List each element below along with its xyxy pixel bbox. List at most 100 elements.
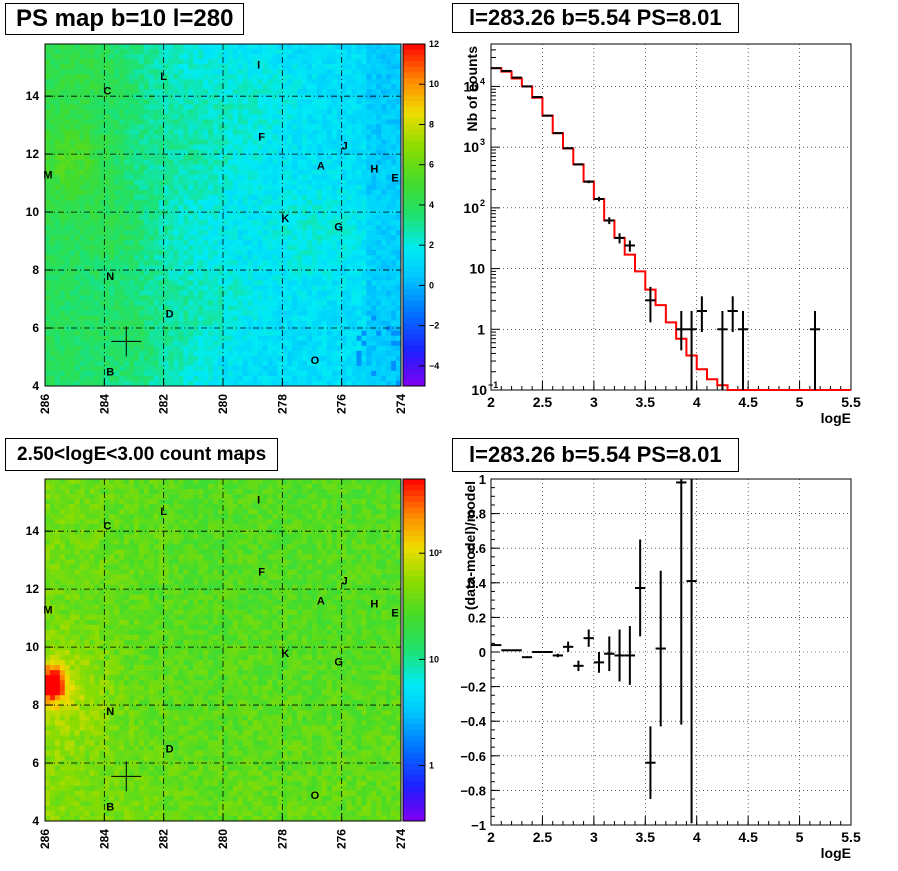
heatmap-cell: [134, 89, 140, 95]
heatmap-cell: [218, 139, 224, 145]
heatmap-cell: [69, 320, 75, 326]
heatmap-cell: [198, 295, 204, 301]
heatmap-cell: [114, 104, 120, 110]
heatmap-cell: [262, 169, 268, 176]
heatmap-cell: [138, 199, 145, 206]
heatmap-cell: [129, 260, 135, 266]
heatmap-cell: [336, 280, 342, 286]
heatmap-cell: [114, 290, 120, 296]
heatmap-cell: [336, 245, 342, 251]
heatmap-cell: [208, 129, 214, 135]
heatmap-cell: [257, 255, 263, 261]
heatmap-cell: [267, 49, 273, 55]
heatmap-cell: [134, 44, 140, 50]
heatmap-cell: [396, 74, 402, 80]
heatmap-cell: [114, 44, 120, 50]
heatmap-cell: [272, 355, 278, 362]
heatmap-cell: [361, 84, 367, 90]
heatmap-cell: [84, 169, 90, 176]
heatmap-cell: [208, 209, 214, 216]
heatmap-cell: [312, 204, 318, 211]
heatmap-cell: [341, 189, 347, 196]
heatmap-cell: [242, 220, 249, 226]
heatmap-cell: [129, 199, 135, 206]
heatmap-cell: [257, 109, 263, 115]
heatmap-cell: [143, 99, 150, 105]
heatmap-cell: [208, 375, 214, 382]
heatmap-cell: [267, 320, 273, 326]
heatmap-cell: [69, 255, 75, 261]
heatmap-cell: [138, 179, 145, 186]
heatmap-cell: [366, 119, 372, 125]
heatmap-cell: [242, 94, 249, 100]
heatmap-cell: [178, 174, 184, 181]
heatmap-cell: [49, 240, 56, 246]
heatmap-cell: [351, 285, 357, 291]
heatmap-cell: [361, 305, 367, 311]
heatmap-cell: [203, 69, 209, 75]
heatmap-cell: [391, 295, 397, 301]
heatmap-cell: [59, 220, 66, 226]
heatmap-cell: [79, 119, 85, 125]
heatmap-cell: [287, 139, 293, 145]
heatmap-cell: [64, 64, 71, 70]
heatmap-cell: [227, 144, 234, 150]
heatmap-cell: [79, 360, 85, 367]
heatmap-cell: [376, 129, 382, 135]
heatmap-cell: [346, 84, 352, 90]
heatmap-cell: [213, 285, 219, 291]
heatmap-cell: [381, 69, 387, 75]
heatmap-cell: [277, 74, 283, 80]
heatmap-cell: [371, 174, 377, 181]
heatmap-cell: [94, 250, 100, 256]
heatmap-cell: [59, 300, 66, 306]
heatmap-cell: [396, 84, 402, 90]
heatmap-cell: [138, 355, 145, 362]
heatmap-cell: [312, 139, 318, 145]
heatmap-cell: [267, 89, 273, 95]
heatmap-cell: [129, 305, 135, 311]
heatmap-cell: [45, 114, 51, 120]
heatmap-cell: [109, 189, 115, 196]
heatmap-cell: [193, 315, 199, 321]
heatmap-cell: [45, 365, 51, 372]
heatmap-cell: [376, 330, 382, 337]
heatmap-cell: [396, 255, 402, 261]
heatmap-cell: [138, 134, 145, 140]
heatmap-cell: [381, 230, 387, 236]
heatmap-cell: [218, 54, 224, 60]
heatmap-cell: [213, 270, 219, 276]
heatmap-cell: [54, 89, 61, 95]
heatmap-cell: [158, 335, 164, 342]
heatmap-cell: [272, 204, 278, 211]
heatmap-cell: [292, 310, 298, 316]
heatmap-cell: [297, 64, 303, 70]
heatmap-cell: [232, 340, 239, 347]
heatmap-cell: [114, 94, 120, 100]
heatmap-cell: [148, 335, 155, 342]
heatmap-cell: [183, 54, 189, 60]
heatmap-cell: [119, 240, 125, 246]
heatmap-cell: [183, 79, 189, 85]
heatmap-cell: [213, 139, 219, 145]
heatmap-cell: [257, 380, 263, 387]
heatmap-cell: [366, 235, 372, 241]
heatmap-cell: [336, 250, 342, 256]
heatmap-cell: [188, 360, 194, 367]
heatmap-cell: [292, 315, 298, 321]
heatmap-cell: [277, 250, 283, 256]
heatmap-cell: [79, 129, 85, 135]
heatmap-cell: [316, 109, 323, 115]
heatmap-cell: [109, 194, 115, 201]
heatmap-cell: [361, 109, 367, 115]
heatmap-cell: [114, 189, 120, 196]
heatmap-cell: [292, 99, 298, 105]
heatmap-cell: [183, 114, 189, 120]
heatmap-cell: [109, 375, 115, 382]
heatmap-cell: [45, 345, 51, 352]
heatmap-cell: [218, 300, 224, 306]
heatmap-cell: [316, 144, 323, 150]
heatmap-cell: [272, 74, 278, 80]
heatmap-cell: [84, 320, 90, 326]
heatmap-cell: [89, 355, 95, 362]
